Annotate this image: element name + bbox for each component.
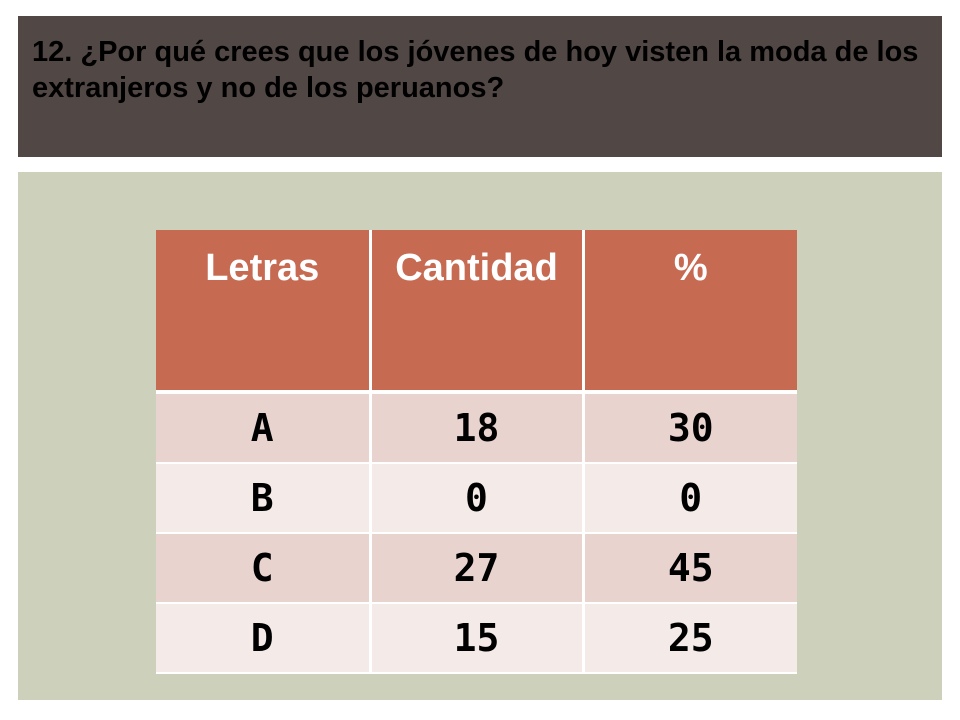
table-header-row: Letras Cantidad % — [156, 230, 797, 394]
table-row: A 18 30 — [156, 392, 797, 464]
title-bar — [18, 16, 942, 157]
cell-letter: B — [156, 463, 372, 534]
cell-letter: C — [156, 533, 372, 604]
cell-letter: A — [156, 392, 372, 464]
cell-percent: 25 — [583, 603, 797, 674]
question-title: 12. ¿Por qué crees que los jóvenes de ho… — [32, 36, 919, 104]
header-cantidad: Cantidad — [370, 230, 585, 394]
header-percent: % — [583, 230, 797, 394]
cell-count: 27 — [370, 533, 585, 604]
table-row: C 27 45 — [156, 533, 797, 604]
header-letras: Letras — [156, 230, 372, 394]
cell-count: 18 — [370, 392, 585, 464]
cell-letter: D — [156, 603, 372, 674]
results-table: Letras Cantidad % A 18 30 B 0 0 C 27 45 — [156, 230, 797, 674]
cell-percent: 45 — [583, 533, 797, 604]
cell-count: 0 — [370, 463, 585, 534]
table-row: B 0 0 — [156, 463, 797, 534]
table-row: D 15 25 — [156, 603, 797, 674]
cell-percent: 0 — [583, 463, 797, 534]
cell-percent: 30 — [583, 392, 797, 464]
cell-count: 15 — [370, 603, 585, 674]
